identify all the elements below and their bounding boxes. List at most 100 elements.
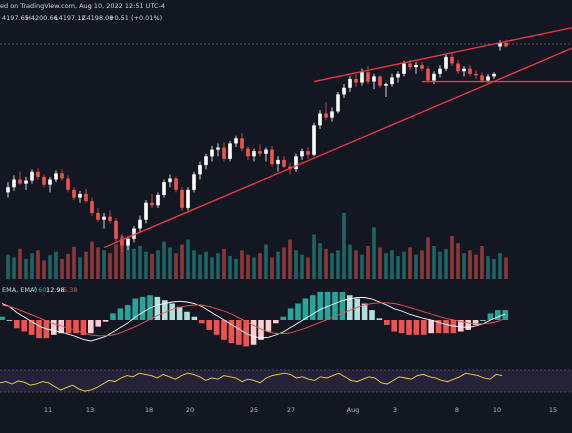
volume-bar [462, 253, 466, 279]
volume-bar [438, 251, 442, 279]
volume-bar [258, 253, 262, 279]
candle-body [444, 56, 448, 69]
candle-body [390, 77, 394, 85]
volume-bar [450, 235, 454, 279]
volume-bar [390, 250, 394, 279]
volume-bar [162, 241, 166, 279]
macd-histogram-bar [58, 320, 64, 334]
macd-histogram-bar [361, 303, 368, 320]
macd-histogram-bar [310, 295, 316, 320]
macd-histogram-bar [228, 320, 235, 344]
macd-histogram-bar [376, 318, 383, 320]
time-axis[interactable]: 11 13 18 20 25 27 Aug 3 8 10 15 [44, 406, 557, 414]
macd-histogram-bar [458, 320, 464, 332]
candle-body [300, 151, 304, 157]
volume-bar [6, 254, 10, 279]
macd-histogram-bar [413, 320, 420, 335]
volume-bar [498, 253, 502, 279]
trendlines[interactable] [103, 27, 572, 249]
candle-body [480, 75, 484, 81]
macd-histogram-bar [435, 320, 442, 334]
candle-body [192, 174, 196, 190]
macd-histogram-bar [95, 320, 101, 327]
volume-bar [480, 246, 484, 279]
macd-histogram-bar [0, 316, 5, 320]
volume-bar [54, 251, 58, 279]
macd-histogram-bar [14, 320, 20, 329]
macd-histogram-bar [117, 308, 124, 320]
candle-body [312, 125, 316, 155]
macd-histogram-bar [206, 320, 212, 330]
candle-body [420, 65, 424, 69]
candle-body [168, 178, 172, 183]
candle-body [114, 220, 118, 239]
candle-body [360, 72, 364, 83]
volume-bar [294, 250, 298, 279]
volume-bar [96, 247, 100, 279]
volume-bar [492, 258, 496, 279]
macd-histogram-bar [398, 320, 405, 334]
volume-bar [204, 251, 208, 279]
volume-pane [6, 213, 508, 279]
macd-histogram-bar [65, 320, 72, 334]
volume-bar [138, 246, 142, 279]
macd-histogram-bar [324, 291, 331, 320]
ohlc-open: 4197.65 [2, 14, 29, 22]
candle-body [24, 180, 28, 184]
macd-histogram-bar [443, 320, 449, 334]
macd-histogram-bar [384, 320, 390, 325]
candles-pane [6, 39, 508, 252]
candle-body [60, 173, 64, 179]
macd-histogram-bar [302, 298, 309, 320]
macd-line [1, 297, 506, 342]
candle-body [438, 68, 442, 74]
macd-histogram-bar [125, 305, 131, 320]
candle-body [102, 216, 106, 220]
volume-bar [420, 250, 424, 279]
candle-body [222, 147, 226, 159]
volume-bar [282, 247, 286, 279]
macd-pane [0, 291, 508, 347]
rsi-band [0, 370, 572, 392]
candle-body [12, 179, 16, 188]
volume-bar [288, 239, 292, 279]
volume-bar [30, 253, 34, 279]
macd-histogram-bar [139, 296, 146, 320]
x-tick-label: 20 [186, 406, 194, 414]
candle-body [210, 149, 214, 157]
candle-body [234, 138, 238, 144]
candle-body [348, 78, 352, 88]
candle-body [462, 68, 466, 72]
macd-histogram-bar [332, 291, 338, 320]
macd-legend-hist: 7.60 [32, 286, 46, 294]
volume-bar [84, 251, 88, 279]
candle-body [66, 178, 70, 190]
volume-bar [366, 246, 370, 279]
macd-histogram-bar [354, 298, 360, 320]
volume-bar [264, 244, 268, 279]
macd-histogram-bar [169, 303, 175, 320]
macd-histogram-bar [502, 310, 508, 320]
macd-histogram-bar [258, 320, 264, 340]
volume-bar [504, 257, 508, 279]
candle-body [264, 149, 268, 154]
macd-histogram-bar [465, 320, 471, 330]
candle-body [486, 76, 490, 81]
candle-body [414, 65, 418, 68]
candle-body [96, 213, 100, 220]
macd-histogram-bar [176, 306, 183, 320]
macd-histogram-bar [162, 300, 168, 320]
volume-bar [60, 258, 64, 279]
macd-histogram-bar [391, 320, 397, 332]
volume-bar [408, 247, 412, 279]
candle-body [228, 143, 232, 159]
candle-body [42, 176, 46, 185]
candle-body [468, 68, 472, 74]
volume-bar [378, 247, 382, 279]
volume-bar [240, 250, 244, 279]
volume-bar [426, 237, 430, 279]
candle-body [216, 147, 220, 150]
macd-histogram-bar [317, 291, 323, 320]
